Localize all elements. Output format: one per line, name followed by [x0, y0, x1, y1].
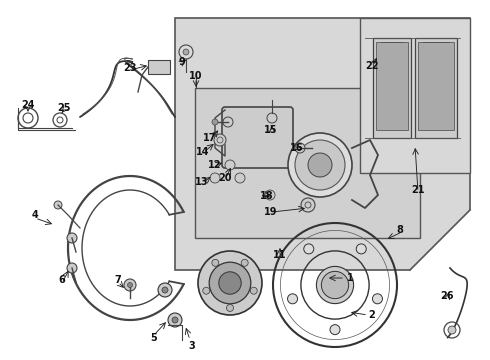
FancyBboxPatch shape — [222, 107, 293, 168]
Circle shape — [235, 173, 245, 183]
Text: 21: 21 — [411, 185, 425, 195]
Circle shape — [308, 153, 332, 177]
Text: 4: 4 — [32, 210, 38, 220]
Circle shape — [168, 313, 182, 327]
Text: 24: 24 — [21, 100, 35, 110]
Bar — [373, 38, 411, 138]
Circle shape — [67, 263, 77, 273]
Circle shape — [356, 244, 366, 254]
Text: 7: 7 — [115, 275, 122, 285]
Circle shape — [226, 305, 234, 311]
Circle shape — [241, 259, 248, 266]
Text: 8: 8 — [396, 225, 403, 235]
Text: 3: 3 — [189, 341, 196, 351]
Text: 10: 10 — [189, 71, 203, 81]
Circle shape — [127, 283, 132, 288]
Text: 1: 1 — [346, 273, 353, 283]
Bar — [148, 60, 170, 74]
Text: 15: 15 — [264, 125, 278, 135]
Circle shape — [209, 262, 251, 304]
Text: 18: 18 — [260, 191, 274, 201]
Circle shape — [212, 259, 219, 266]
Text: 22: 22 — [365, 61, 379, 71]
Circle shape — [179, 45, 193, 59]
Text: 11: 11 — [273, 250, 287, 260]
Circle shape — [372, 294, 383, 304]
Circle shape — [198, 251, 262, 315]
Text: 16: 16 — [290, 143, 304, 153]
Circle shape — [183, 49, 189, 55]
Bar — [360, 18, 470, 173]
Text: 26: 26 — [440, 291, 454, 301]
Circle shape — [124, 279, 136, 291]
Circle shape — [330, 325, 340, 335]
Bar — [418, 42, 454, 130]
Text: 23: 23 — [123, 63, 137, 73]
Circle shape — [67, 233, 77, 243]
Bar — [415, 38, 457, 138]
Text: 25: 25 — [57, 103, 71, 113]
Circle shape — [267, 113, 277, 123]
Circle shape — [295, 143, 305, 153]
Text: 19: 19 — [264, 207, 278, 217]
Text: 12: 12 — [208, 160, 222, 170]
Circle shape — [321, 271, 349, 299]
Circle shape — [265, 190, 275, 200]
Circle shape — [203, 287, 210, 294]
Circle shape — [214, 134, 226, 146]
Circle shape — [288, 133, 352, 197]
Circle shape — [288, 294, 297, 304]
Circle shape — [172, 317, 178, 323]
Circle shape — [162, 287, 168, 293]
Circle shape — [295, 140, 345, 190]
Circle shape — [223, 117, 233, 127]
Text: 14: 14 — [196, 147, 210, 157]
Text: 2: 2 — [368, 310, 375, 320]
Circle shape — [225, 160, 235, 170]
Circle shape — [304, 244, 314, 254]
Circle shape — [158, 283, 172, 297]
Circle shape — [219, 272, 241, 294]
Text: 9: 9 — [179, 57, 185, 67]
Circle shape — [301, 198, 315, 212]
Circle shape — [210, 173, 220, 183]
Text: 20: 20 — [218, 173, 232, 183]
Text: 6: 6 — [59, 275, 65, 285]
Bar — [175, 18, 470, 270]
Bar — [376, 42, 408, 130]
Circle shape — [54, 201, 62, 209]
Circle shape — [448, 326, 456, 334]
Circle shape — [250, 287, 257, 294]
Text: 5: 5 — [150, 333, 157, 343]
Circle shape — [212, 119, 218, 125]
Polygon shape — [410, 210, 470, 270]
Circle shape — [326, 276, 344, 294]
Text: 13: 13 — [195, 177, 209, 187]
Bar — [195, 88, 420, 238]
Circle shape — [317, 266, 354, 303]
Text: 17: 17 — [203, 133, 217, 143]
